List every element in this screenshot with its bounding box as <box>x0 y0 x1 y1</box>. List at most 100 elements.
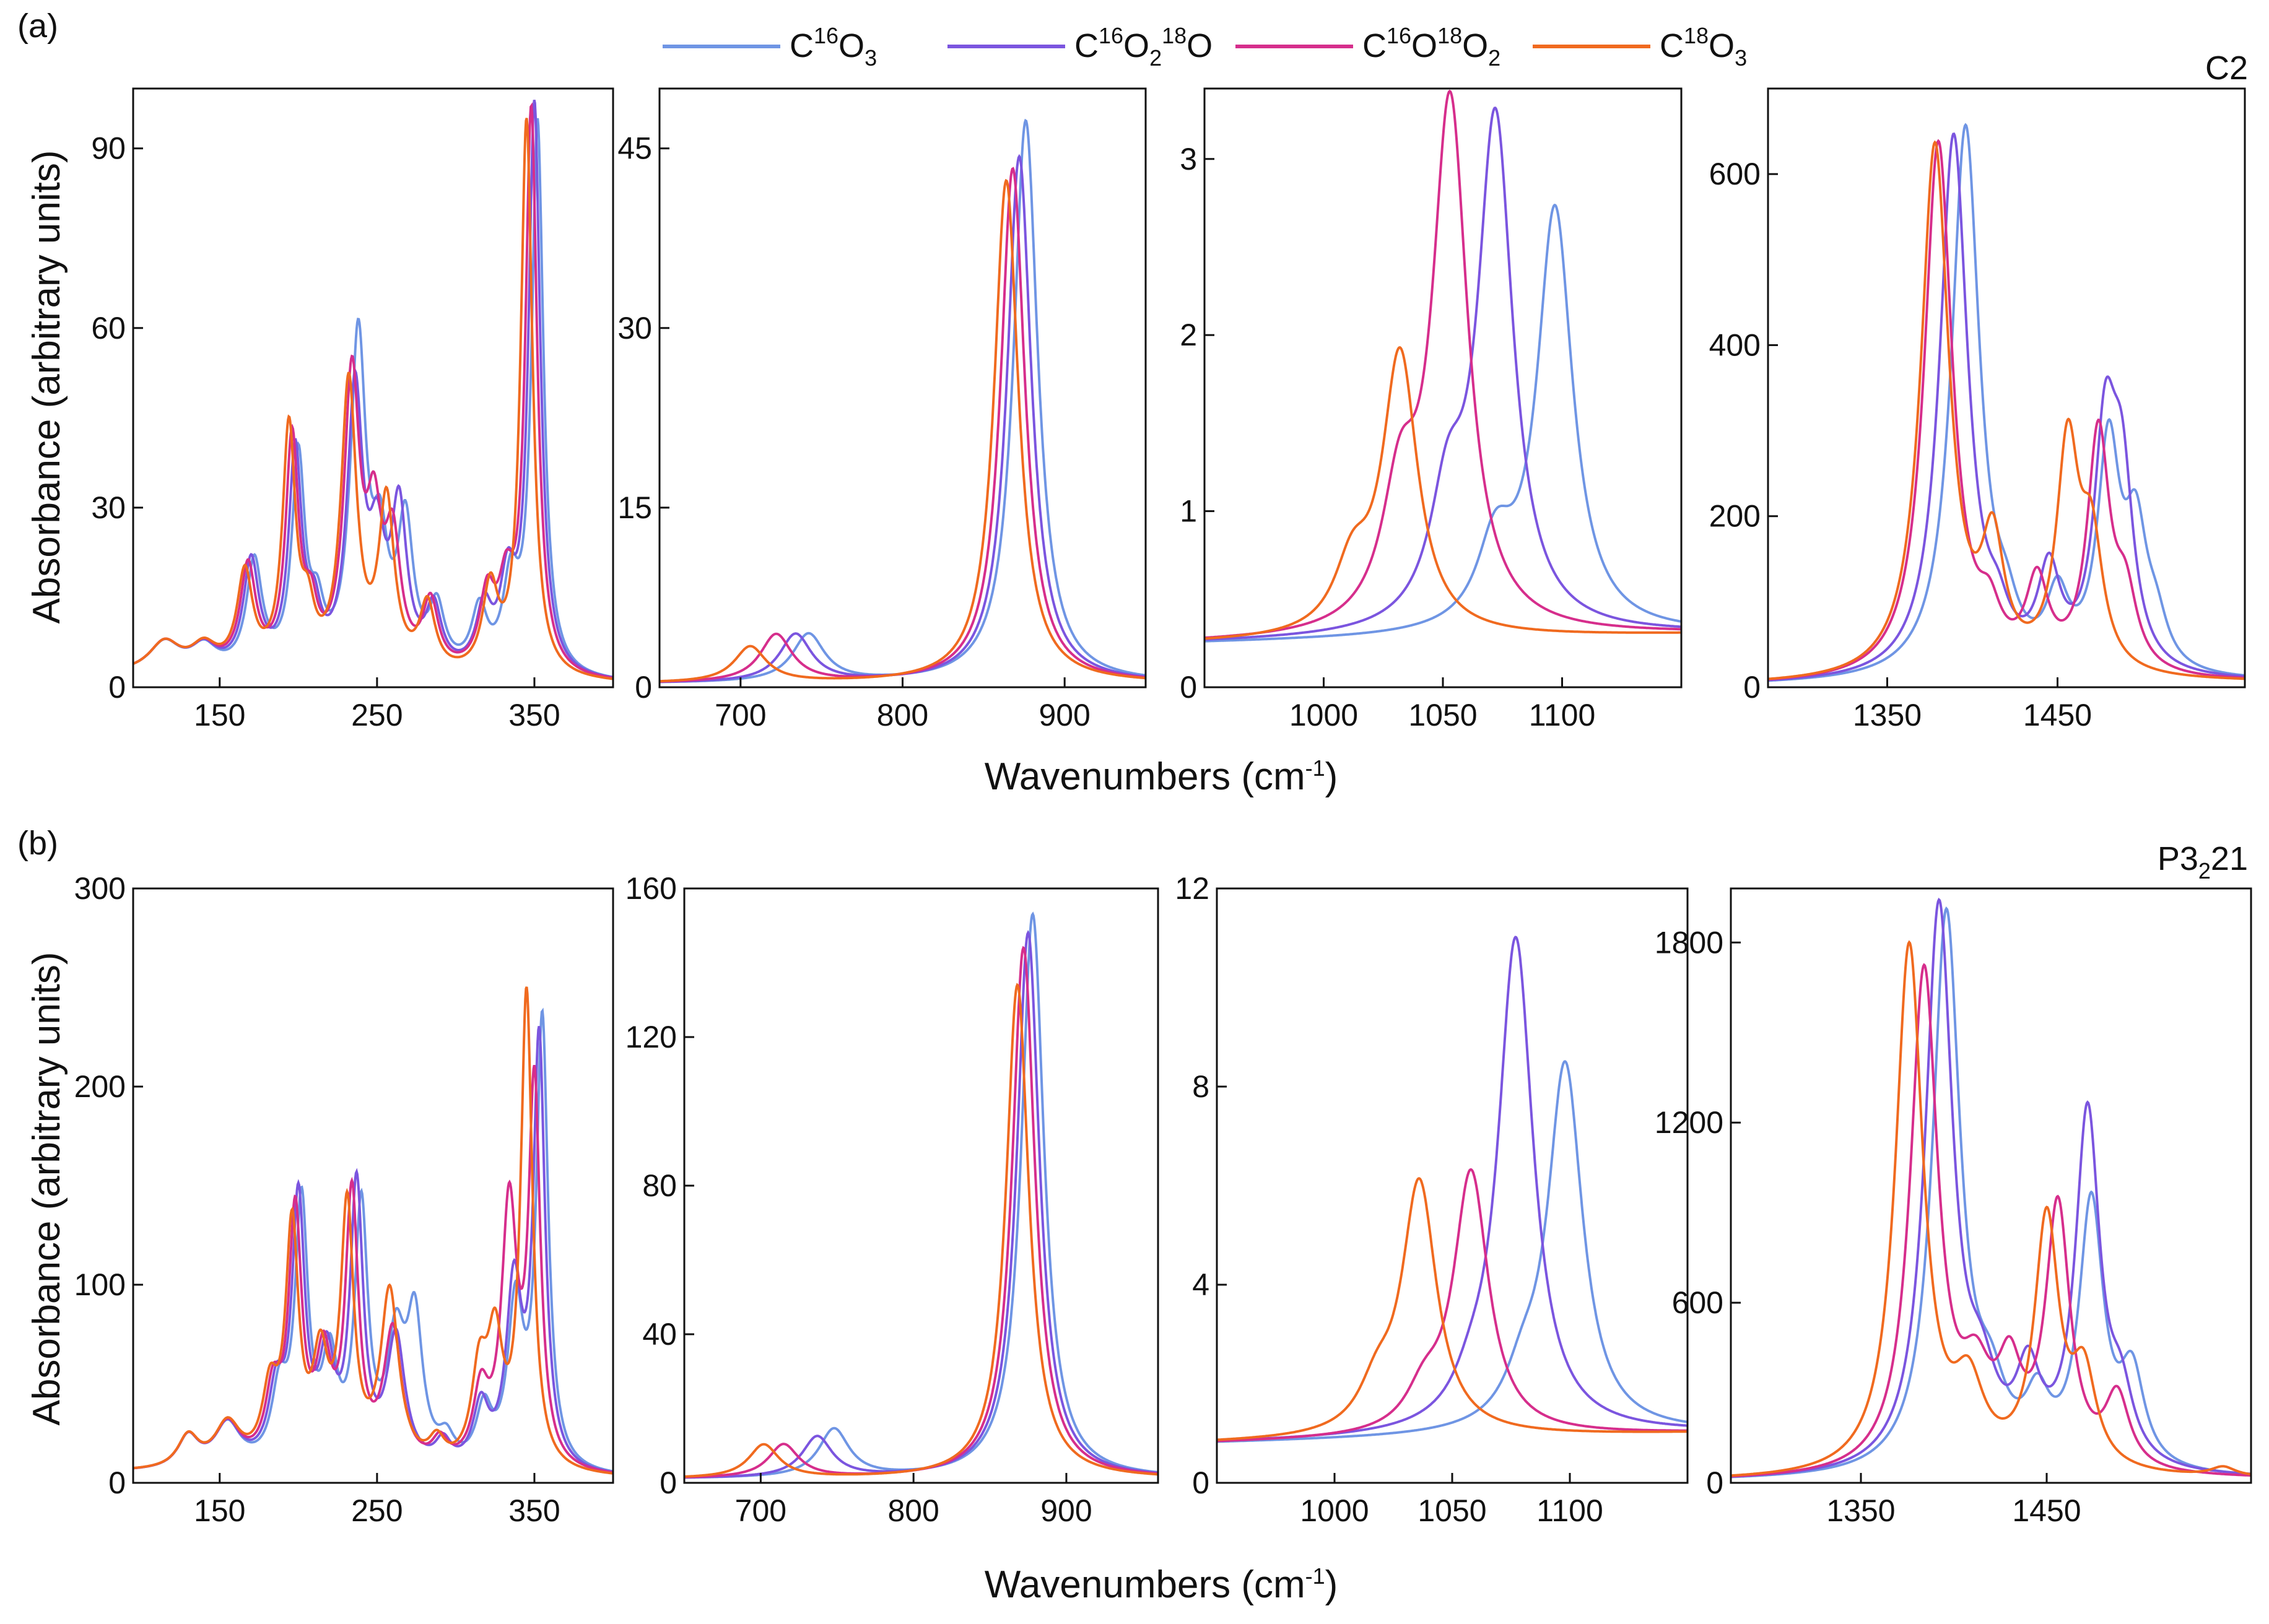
x-tick-label: 350 <box>508 698 560 732</box>
y-tick-label: 0 <box>660 1466 677 1500</box>
y-tick-label: 30 <box>617 311 652 345</box>
plot-panel: 1000 1050 1100 0 1 2 3 <box>1180 87 1683 732</box>
y-tick-label: 1 <box>1180 494 1197 529</box>
x-tick-label: 1350 <box>1826 1493 1895 1528</box>
y-tick-label: 200 <box>1709 499 1761 534</box>
x-tick-label: 700 <box>735 1493 786 1528</box>
y-tick-label: 300 <box>74 871 126 906</box>
x-tick-label: 1000 <box>1300 1493 1369 1528</box>
x-tick-label: 1450 <box>2023 698 2092 732</box>
legend-label: C16O18O2 <box>1362 23 1500 71</box>
y-tick-label: 0 <box>1180 670 1197 705</box>
x-tick-label: 150 <box>194 1493 245 1528</box>
series-line <box>684 930 1158 1479</box>
y-tick-label: 0 <box>635 670 652 705</box>
y-tick-label: 0 <box>1706 1466 1723 1500</box>
x-tick-label: 800 <box>877 698 928 732</box>
y-tick-label: 0 <box>1743 670 1761 705</box>
legend-label: C18O3 <box>1660 23 1747 71</box>
series-line <box>1204 346 1681 640</box>
series-line <box>684 911 1158 1479</box>
y-tick-label: 0 <box>1192 1466 1209 1500</box>
series-line <box>133 986 613 1475</box>
x-tick-label: 1000 <box>1289 698 1358 732</box>
y-axis-title-a: Absorbance (arbitrary units) <box>25 150 68 624</box>
legend: C16O3 C16O218O C16O18O2 C18O3 <box>663 23 1747 71</box>
series-line <box>1768 139 2245 681</box>
plot-frame <box>1216 887 1689 1484</box>
y-tick-label: 80 <box>642 1168 677 1203</box>
series-line <box>1204 203 1681 643</box>
x-tick-label: 1100 <box>1536 1493 1603 1528</box>
x-tick-label: 900 <box>1040 1493 1092 1528</box>
series-line <box>1217 1177 1688 1441</box>
plot-panel: 700 800 900 0 15 30 45 <box>617 87 1147 732</box>
plot-panel: 1350 1450 0 200 400 600 <box>1709 87 2246 732</box>
x-tick-label: 1050 <box>1418 1493 1486 1528</box>
y-tick-label: 40 <box>642 1317 677 1352</box>
panel-a-label: (a) <box>17 7 58 45</box>
legend-label: C16O3 <box>790 23 877 71</box>
y-tick-label: 8 <box>1192 1069 1209 1104</box>
panel-a-structure-label: C2 <box>2205 50 2248 87</box>
series-line <box>1217 1168 1688 1443</box>
series-line <box>1731 897 2251 1478</box>
x-tick-label: 250 <box>351 698 403 732</box>
plot-frame <box>683 887 1159 1484</box>
plot-panel: 150 250 350 0 30 60 90 <box>91 87 614 732</box>
x-axis-title-b: Wavenumbers (cm-1) <box>985 1563 1338 1606</box>
y-tick-label: 15 <box>617 490 652 525</box>
y-tick-label: 100 <box>74 1267 126 1302</box>
series-line <box>1731 940 2251 1477</box>
series-line <box>1204 89 1681 640</box>
x-tick-label: 1450 <box>2012 1493 2081 1528</box>
y-tick-label: 12 <box>1175 871 1209 906</box>
plot-panel: 150 250 350 0 100 200 300 <box>74 871 614 1528</box>
series-line <box>1731 963 2251 1478</box>
series-line <box>1731 906 2251 1479</box>
y-tick-label: 160 <box>625 871 677 906</box>
plot-frame <box>132 87 614 688</box>
plot-panel: 1000 1050 1100 0 4 8 12 <box>1175 871 1689 1528</box>
series-line <box>660 154 1146 684</box>
legend-label: C16O218O <box>1074 23 1213 71</box>
y-tick-label: 0 <box>108 1466 126 1500</box>
series-line <box>1768 123 2245 682</box>
x-tick-label: 350 <box>508 1493 560 1528</box>
plot-panel: 1350 1450 0 600 1200 1800 <box>1655 887 2252 1528</box>
series-line <box>1217 1060 1688 1443</box>
plot-panel: 700 800 900 0 40 80 120 160 <box>625 871 1159 1528</box>
y-axis-title-b: Absorbance (arbitrary units) <box>25 952 68 1426</box>
y-tick-label: 90 <box>91 131 126 166</box>
y-tick-label: 1800 <box>1655 925 1723 960</box>
plot-frame <box>1767 87 2246 688</box>
y-tick-label: 400 <box>1709 328 1761 362</box>
x-tick-label: 900 <box>1039 698 1090 732</box>
x-tick-label: 1350 <box>1853 698 1922 732</box>
y-tick-label: 45 <box>617 131 652 166</box>
y-tick-label: 0 <box>108 670 126 705</box>
x-tick-label: 800 <box>887 1493 939 1528</box>
plot-frame <box>1730 887 2252 1484</box>
y-tick-label: 3 <box>1180 142 1197 176</box>
y-tick-label: 1200 <box>1655 1105 1723 1140</box>
y-tick-label: 600 <box>1709 157 1761 191</box>
series-line <box>133 1065 613 1474</box>
x-axis-title-a: Wavenumbers (cm-1) <box>985 755 1338 798</box>
y-tick-label: 60 <box>91 311 126 345</box>
y-tick-label: 600 <box>1672 1285 1723 1320</box>
series-line <box>660 178 1146 683</box>
series-line <box>1204 106 1681 641</box>
x-tick-label: 1050 <box>1408 698 1477 732</box>
y-tick-label: 30 <box>91 490 126 525</box>
plot-frame <box>132 887 614 1484</box>
plot-frame <box>1203 87 1683 688</box>
x-tick-label: 250 <box>351 1493 403 1528</box>
series-line <box>1768 140 2245 680</box>
plot-frame <box>658 87 1147 688</box>
y-tick-label: 200 <box>74 1069 126 1104</box>
y-tick-label: 120 <box>625 1020 677 1054</box>
series-line <box>684 983 1158 1478</box>
series-line <box>684 945 1158 1479</box>
